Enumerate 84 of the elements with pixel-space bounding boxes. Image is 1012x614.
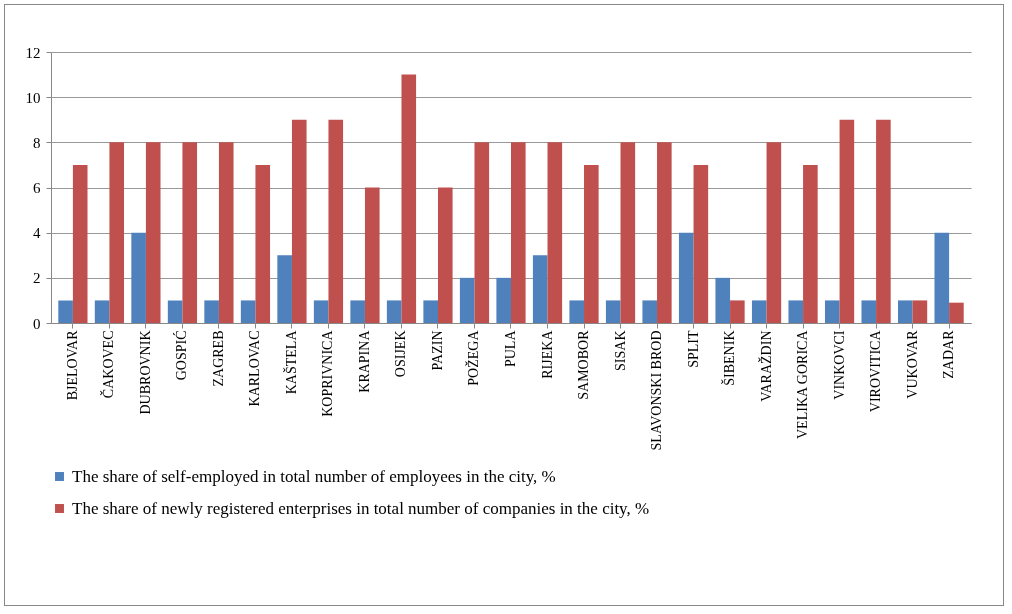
bar — [291, 119, 307, 323]
y-tick-label: 8 — [33, 134, 41, 151]
bar — [131, 232, 146, 323]
bar — [693, 164, 709, 323]
bar — [766, 142, 782, 323]
bar — [949, 302, 964, 323]
x-tick-label: SPLIT — [685, 330, 701, 368]
x-tick-label: DUBROVNIK — [137, 330, 153, 415]
x-tick-label: PAZIN — [429, 330, 445, 371]
legend-label: The share of self-employed in total number of employees in the city, % — [72, 466, 556, 486]
x-tick-label: KARLOVAC — [247, 330, 263, 407]
y-tick-label: 0 — [33, 315, 41, 332]
x-tick-label: PULA — [503, 329, 518, 368]
bar — [824, 300, 840, 323]
bar — [474, 142, 490, 323]
bar — [72, 164, 88, 323]
bar — [511, 142, 526, 323]
bar — [328, 119, 344, 323]
bar — [437, 187, 453, 323]
bar — [912, 300, 928, 323]
x-tick-label: VINKOVCI — [831, 330, 847, 400]
bar — [94, 300, 110, 323]
bar — [313, 300, 329, 323]
x-tick-label: BJELOVAR — [64, 329, 80, 401]
y-tick-label: 2 — [33, 270, 41, 287]
x-tick-label: POŽEGA — [465, 329, 482, 386]
bar — [897, 300, 913, 323]
bar — [401, 74, 417, 323]
x-tick-label: VIROVITICA — [868, 329, 884, 413]
bar — [751, 300, 767, 323]
bar — [584, 164, 599, 323]
y-tick-label: 10 — [25, 89, 41, 106]
bar — [182, 142, 198, 323]
bar — [861, 300, 877, 323]
bar — [730, 300, 745, 323]
bar — [605, 300, 621, 323]
bar — [569, 300, 585, 323]
bar — [204, 300, 219, 323]
bar — [532, 255, 548, 323]
bar — [255, 164, 271, 323]
x-tick-label: SISAK — [612, 330, 628, 371]
x-tick-label: GOSPIĆ — [173, 330, 190, 381]
bar — [657, 142, 672, 323]
bar — [145, 142, 161, 323]
bar — [496, 277, 511, 323]
x-tick-label: VUKOVAR — [904, 329, 920, 399]
bar — [839, 119, 855, 323]
bar — [547, 142, 563, 323]
y-tick-label: 4 — [33, 225, 41, 242]
x-tick-label: ČAKOVEC — [100, 330, 117, 399]
bar — [934, 232, 950, 323]
bar — [240, 300, 256, 323]
x-tick-label: SAMOBOR — [576, 329, 592, 400]
bar — [277, 255, 292, 323]
x-tick-label: KOPRIVNICA — [320, 329, 336, 417]
bar — [423, 300, 438, 323]
x-tick-label: VARAŽDIN — [757, 330, 774, 402]
y-tick-label: 6 — [33, 180, 41, 196]
bar — [109, 142, 125, 323]
x-tick-label: ZADAR — [941, 329, 957, 379]
legend-label: The share of newly registered enterprises in total number of companies in the city, % — [72, 498, 650, 518]
x-tick-label: KAŠTELA — [282, 329, 299, 395]
x-tick-label: ŠIBENIK — [721, 330, 738, 386]
x-tick-label: OSIJEK — [393, 330, 409, 378]
y-tick-label: 12 — [25, 44, 41, 61]
bar — [459, 277, 475, 323]
bar — [642, 300, 658, 323]
bar — [678, 232, 694, 323]
bar — [803, 164, 818, 323]
bar — [350, 300, 365, 323]
x-tick-label: SLAVONSKI BROD — [649, 330, 665, 451]
bar — [788, 300, 804, 323]
x-tick-label: KRAPINA — [356, 329, 372, 393]
bar — [364, 187, 380, 323]
bar — [58, 300, 73, 323]
bar — [620, 142, 636, 323]
bar — [876, 119, 891, 323]
bar — [218, 142, 234, 323]
x-tick-label: RIJEKA — [539, 329, 555, 379]
x-tick-label: VELIKA GORICA — [795, 329, 811, 439]
bar — [715, 277, 731, 323]
x-tick-label: ZAGREB — [210, 330, 226, 387]
bar — [167, 300, 183, 323]
bar — [386, 300, 402, 323]
